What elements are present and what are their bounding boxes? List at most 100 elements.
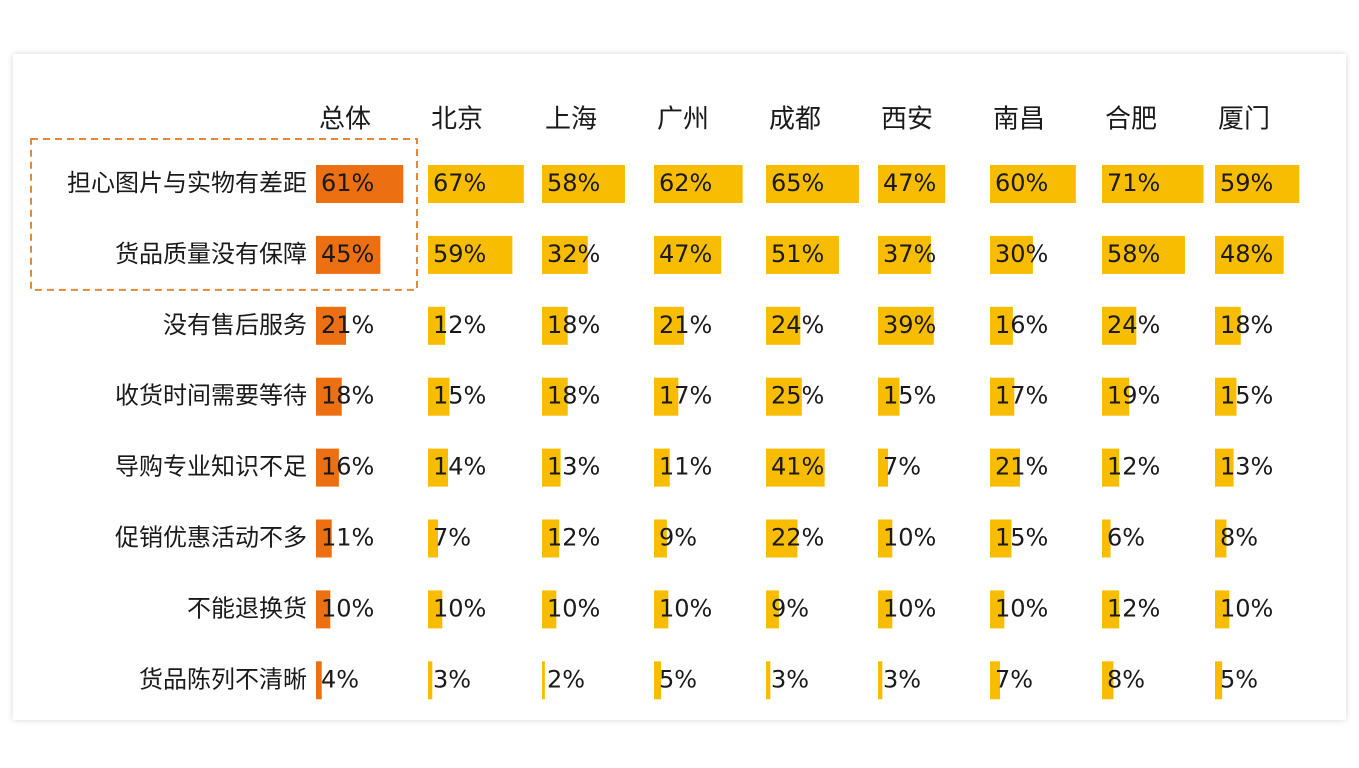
value-label: 45% xyxy=(321,240,374,268)
city-bar xyxy=(1215,661,1223,700)
city-bar xyxy=(542,377,568,416)
city-bar xyxy=(428,377,450,416)
row-label: 收货时间需要等待 xyxy=(115,382,307,410)
city-bar xyxy=(428,165,524,203)
overall-bar xyxy=(316,448,339,487)
row-label: 导购专业知识不足 xyxy=(115,453,307,481)
row-label: 货品陈列不清晰 xyxy=(139,665,307,693)
value-label: 11% xyxy=(321,524,374,552)
value-label: 41% xyxy=(771,453,824,481)
city-bar xyxy=(428,661,433,700)
city-bar xyxy=(1102,306,1137,345)
value-label: 51% xyxy=(771,240,824,268)
value-label: 59% xyxy=(1220,169,1273,197)
value-label: 39% xyxy=(883,311,936,339)
value-label: 48% xyxy=(1220,240,1273,268)
value-label: 10% xyxy=(883,524,936,552)
value-label: 5% xyxy=(659,665,697,693)
value-label: 7% xyxy=(433,524,471,552)
city-bar xyxy=(1215,519,1227,558)
overall-bar xyxy=(316,165,404,203)
value-label: 24% xyxy=(1107,311,1160,339)
column-header: 合肥 xyxy=(1105,105,1157,135)
value-label: 18% xyxy=(547,311,600,339)
city-bar xyxy=(428,590,443,629)
city-bar xyxy=(428,235,513,274)
city-bar xyxy=(654,661,662,700)
city-bar xyxy=(1102,519,1111,558)
value-label: 15% xyxy=(1220,382,1273,410)
city-bar xyxy=(428,306,446,345)
column-header: 西安 xyxy=(881,105,933,135)
city-bar xyxy=(990,306,1013,345)
value-label: 37% xyxy=(883,240,936,268)
overall-bar xyxy=(316,661,322,700)
column-header: 厦门 xyxy=(1218,105,1270,135)
city-bar xyxy=(990,377,1015,416)
city-bar xyxy=(990,235,1033,274)
city-bar xyxy=(990,448,1021,487)
city-bar xyxy=(654,377,679,416)
overall-bar xyxy=(316,235,381,274)
value-label: 59% xyxy=(433,240,486,268)
value-label: 12% xyxy=(433,311,486,339)
column-header: 成都 xyxy=(769,105,821,135)
value-label: 10% xyxy=(433,594,486,622)
overall-bar xyxy=(316,306,347,345)
city-bar xyxy=(990,590,1005,629)
value-label: 47% xyxy=(659,240,712,268)
city-bar xyxy=(1102,235,1185,274)
city-bar xyxy=(542,519,560,558)
value-label: 12% xyxy=(1107,594,1160,622)
value-label: 30% xyxy=(995,240,1048,268)
city-bar xyxy=(542,661,545,700)
city-bar xyxy=(878,519,893,558)
value-label: 15% xyxy=(883,382,936,410)
value-label: 13% xyxy=(1220,453,1273,481)
city-bar xyxy=(878,448,889,487)
city-bar xyxy=(1215,235,1284,274)
city-bar xyxy=(654,448,670,487)
city-bar xyxy=(766,165,859,203)
city-bar xyxy=(878,306,934,345)
value-label: 8% xyxy=(1220,524,1258,552)
value-label: 67% xyxy=(433,169,486,197)
overall-bar xyxy=(316,377,342,416)
city-bar xyxy=(542,448,561,487)
value-label: 10% xyxy=(321,594,374,622)
value-label: 14% xyxy=(433,453,486,481)
value-label: 71% xyxy=(1107,169,1160,197)
overall-bar xyxy=(316,590,331,629)
value-label: 7% xyxy=(995,665,1033,693)
column-header: 总体 xyxy=(319,105,371,135)
value-label: 6% xyxy=(1107,524,1145,552)
value-label: 12% xyxy=(1107,453,1160,481)
value-label: 62% xyxy=(659,169,712,197)
value-label: 58% xyxy=(547,169,600,197)
value-label: 22% xyxy=(771,524,824,552)
city-bar xyxy=(766,590,779,629)
value-label: 3% xyxy=(883,665,921,693)
value-label: 13% xyxy=(547,453,600,481)
value-label: 58% xyxy=(1107,240,1160,268)
value-label: 8% xyxy=(1107,665,1145,693)
value-label: 9% xyxy=(659,524,697,552)
value-label: 15% xyxy=(433,382,486,410)
city-bar xyxy=(1215,448,1234,487)
column-header: 北京 xyxy=(431,105,483,135)
city-bar xyxy=(766,235,839,274)
value-label: 32% xyxy=(547,240,600,268)
city-bar xyxy=(1215,306,1241,345)
city-bar xyxy=(766,519,798,558)
city-bar xyxy=(1215,590,1230,629)
chart-card: 总体 北京 上海 广州 成都 西安 南昌 合肥 厦门 担心图片与实物有差距 61% 67% 58% 62%… xyxy=(13,54,1346,720)
row-label: 货品质量没有保障 xyxy=(115,240,307,268)
value-label: 18% xyxy=(1220,311,1273,339)
value-label: 16% xyxy=(321,453,374,481)
value-label: 19% xyxy=(1107,382,1160,410)
city-bar xyxy=(1102,377,1130,416)
city-bar xyxy=(766,661,771,700)
value-label: 47% xyxy=(883,169,936,197)
city-bar xyxy=(766,306,801,345)
